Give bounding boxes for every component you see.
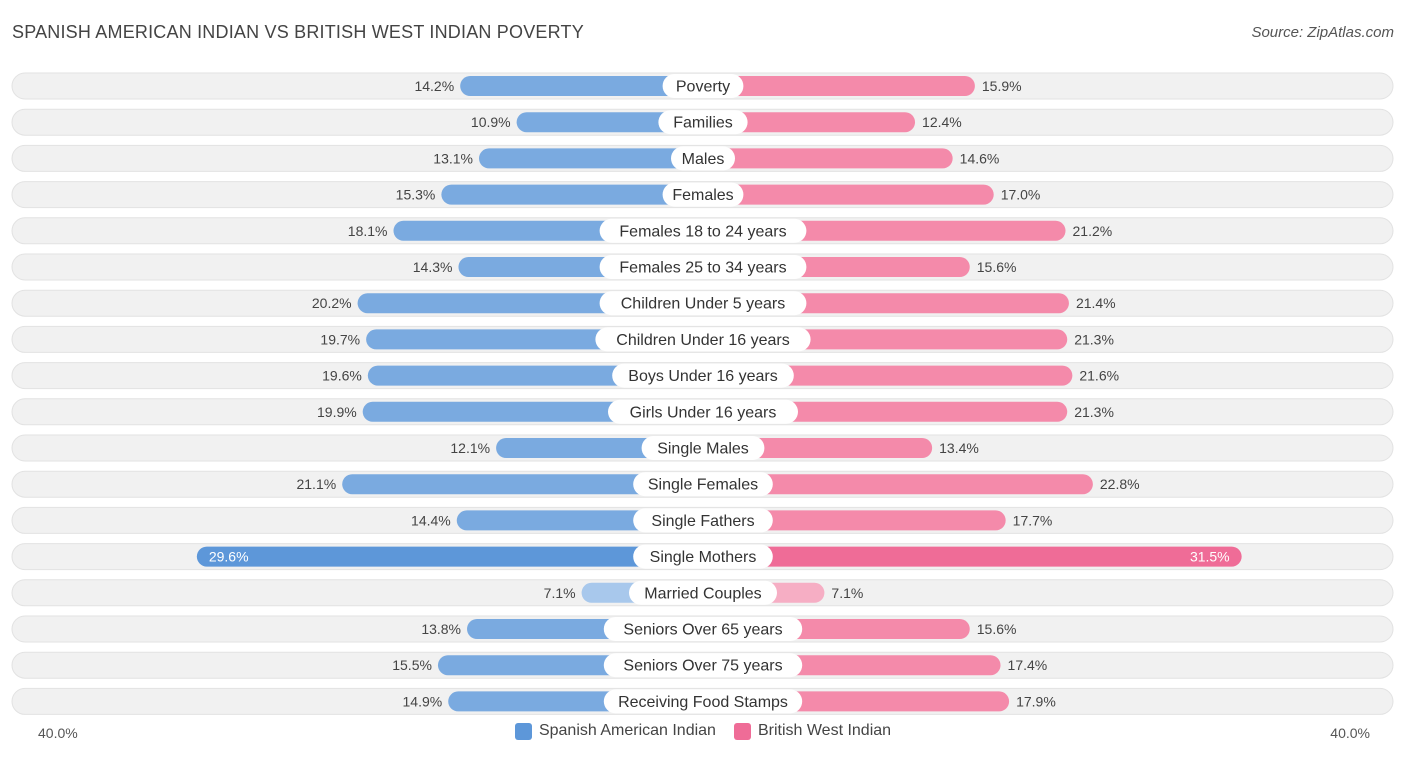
- category-pill: [612, 363, 794, 388]
- value-label-left: 15.5%: [392, 657, 432, 673]
- value-label-right: 15.6%: [977, 259, 1017, 275]
- category-label: Poverty: [676, 79, 730, 96]
- bar-left: [478, 148, 703, 169]
- category-pill: [629, 580, 777, 605]
- value-label-left: 10.9%: [471, 114, 511, 130]
- bar-right: [703, 474, 1093, 495]
- bar-right: [703, 112, 916, 133]
- category-label: Females: [672, 187, 733, 204]
- category-pill: [662, 182, 744, 207]
- category-pill: [662, 74, 744, 98]
- value-label-left: 12.1%: [450, 440, 490, 456]
- legend: Spanish American Indian British West Ind…: [0, 722, 1406, 740]
- category-label: Females 18 to 24 years: [619, 223, 786, 240]
- legend-swatch-right: [733, 722, 751, 740]
- chart-title: SPANISH AMERICAN INDIAN VS BRITISH WEST …: [12, 22, 584, 42]
- legend-item-right[interactable]: British West Indian: [733, 722, 892, 740]
- category-label: Seniors Over 65 years: [623, 622, 782, 639]
- source-label: Source: ZipAtlas.com: [1251, 24, 1394, 41]
- value-label-right: 15.6%: [977, 621, 1017, 637]
- category-label: Seniors Over 75 years: [623, 658, 782, 675]
- value-label-right: 17.0%: [1001, 187, 1041, 203]
- value-label-right: 15.9%: [982, 78, 1022, 94]
- value-label-right: 31.5%: [1190, 549, 1230, 565]
- category-pill: [603, 653, 803, 678]
- value-label-left: 14.3%: [413, 259, 453, 275]
- category-pill: [603, 689, 803, 714]
- value-label-left: 15.3%: [396, 187, 436, 203]
- value-label-right: 17.7%: [1013, 512, 1053, 528]
- category-pill: [641, 436, 765, 460]
- value-label-right: 13.4%: [939, 440, 979, 456]
- bar-right: [703, 76, 975, 96]
- value-label-left: 18.1%: [348, 223, 388, 239]
- category-pill: [671, 146, 735, 171]
- category-label: Single Females: [648, 477, 758, 494]
- category-label: Families: [673, 115, 733, 132]
- value-label-left: 13.8%: [421, 621, 461, 637]
- value-label-left: 29.6%: [209, 549, 249, 565]
- category-label: Married Couples: [644, 585, 761, 602]
- bar-left: [460, 76, 703, 96]
- category-label: Boys Under 16 years: [628, 368, 777, 385]
- legend-item-left[interactable]: Spanish American Indian: [514, 722, 716, 740]
- category-pill: [599, 255, 807, 279]
- category-pill: [658, 110, 748, 135]
- bar-right: [703, 510, 1006, 531]
- axis-min-label-left: 40.0%: [38, 725, 78, 741]
- bar-left: [342, 474, 703, 495]
- value-label-left: 7.1%: [544, 585, 576, 601]
- value-label-right: 21.6%: [1079, 368, 1119, 384]
- value-label-right: 21.3%: [1074, 404, 1114, 420]
- chart-area: Poverty 14.2% 15.9% Families 10.9% 12.4% Males…: [11, 72, 1394, 715]
- value-label-right: 21.4%: [1076, 295, 1116, 311]
- value-label-right: 14.6%: [960, 150, 1000, 166]
- axis-max-label-right: 40.0%: [1330, 725, 1370, 741]
- category-label: Single Mothers: [650, 549, 757, 566]
- value-label-left: 14.4%: [411, 512, 451, 528]
- category-label: Children Under 16 years: [616, 332, 789, 349]
- bar-right: [703, 184, 994, 205]
- category-pill: [595, 327, 811, 352]
- category-pill: [633, 508, 773, 533]
- category-label: Children Under 5 years: [621, 296, 786, 313]
- bar-right: [703, 365, 1073, 386]
- category-pill: [633, 544, 773, 569]
- value-label-left: 21.1%: [296, 476, 336, 492]
- category-label: Girls Under 16 years: [630, 404, 777, 421]
- bar-left: [441, 184, 703, 205]
- bar-left: [196, 546, 703, 567]
- legend-swatch-left: [514, 722, 532, 740]
- legend-label-right: British West Indian: [757, 722, 892, 739]
- value-label-left: 19.9%: [317, 404, 357, 420]
- category-label: Females 25 to 34 years: [619, 260, 786, 277]
- bar-right: [703, 546, 1242, 567]
- value-label-right: 7.1%: [831, 585, 863, 601]
- category-label: Receiving Food Stamps: [618, 694, 788, 711]
- category-pill: [599, 291, 807, 316]
- value-label-left: 19.6%: [322, 368, 362, 384]
- bar-right: [703, 148, 953, 169]
- category-label: Single Males: [657, 441, 749, 458]
- category-pill: [599, 218, 807, 243]
- category-label: Males: [682, 151, 725, 168]
- value-label-left: 19.7%: [320, 331, 360, 347]
- bar-left: [516, 112, 703, 133]
- value-label-left: 13.1%: [433, 150, 473, 166]
- category-pill: [633, 472, 773, 497]
- category-pill: [603, 617, 803, 641]
- category-label: Single Fathers: [651, 513, 754, 530]
- category-pill: [608, 399, 798, 424]
- value-label-left: 20.2%: [312, 295, 352, 311]
- legend-label-left: Spanish American Indian: [538, 722, 716, 739]
- value-label-right: 22.8%: [1100, 476, 1140, 492]
- value-label-left: 14.2%: [414, 78, 454, 94]
- value-label-right: 21.3%: [1074, 331, 1114, 347]
- value-label-right: 12.4%: [922, 114, 962, 130]
- value-label-left: 14.9%: [403, 693, 443, 709]
- value-label-right: 17.4%: [1008, 657, 1048, 673]
- value-label-right: 21.2%: [1073, 223, 1113, 239]
- value-label-right: 17.9%: [1016, 693, 1056, 709]
